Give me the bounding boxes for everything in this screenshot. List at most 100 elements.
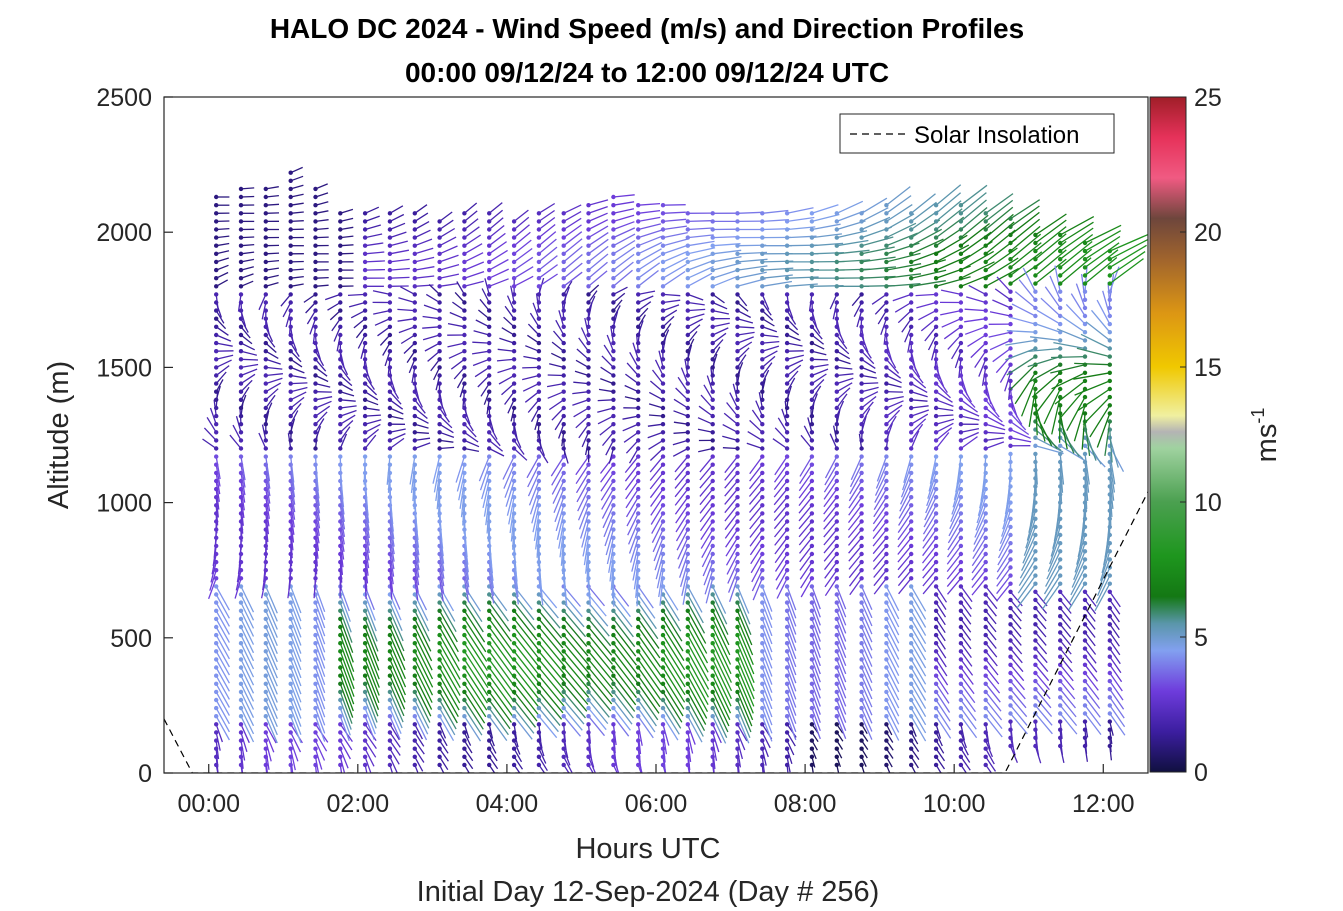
wind-arrow-shaft: [635, 570, 639, 598]
wind-arrow-head: [760, 738, 765, 743]
wind-arrow-head: [760, 705, 765, 711]
wind-arrow-shaft: [315, 411, 328, 425]
wind-arrow-shaft: [414, 238, 433, 247]
wind-arrow-head: [859, 503, 864, 508]
wind-arrow-head: [511, 438, 517, 443]
wind-arrow-head: [809, 697, 815, 703]
wind-arrow-shaft: [761, 350, 778, 360]
wind-arrow-head: [387, 624, 393, 630]
wind-arrow-shaft: [935, 748, 946, 762]
wind-arrow-head: [263, 227, 268, 232]
wind-arrow-head: [859, 454, 864, 459]
wind-arrow-head: [437, 267, 442, 273]
wind-arrow-head: [412, 697, 417, 703]
wind-arrow-shaft: [575, 415, 589, 429]
wind-arrow-shaft: [653, 537, 664, 562]
wind-arrow-shaft: [910, 691, 927, 718]
wind-arrow-head: [859, 576, 864, 581]
wind-arrow-head: [288, 413, 293, 419]
wind-arrow-head: [1082, 638, 1088, 643]
wind-arrow-shaft: [1059, 221, 1094, 244]
wind-arrow-shaft: [475, 319, 490, 328]
wind-arrow-shaft: [513, 602, 537, 631]
wind-arrow-shaft: [339, 602, 352, 633]
wind-arrow-head: [462, 697, 467, 703]
wind-arrow-head: [884, 211, 889, 216]
wind-arrow-head: [710, 413, 715, 419]
wind-arrow-shaft: [678, 553, 689, 578]
wind-arrow-head: [760, 681, 765, 686]
wind-arrow-shaft: [285, 310, 292, 328]
wind-arrow-head: [387, 292, 393, 297]
wind-arrow-shaft: [900, 480, 912, 505]
wind-arrow-head: [511, 373, 517, 378]
wind-arrow-head: [412, 681, 417, 686]
wind-arrow-shaft: [1084, 696, 1101, 718]
wind-arrow-head: [313, 276, 318, 281]
wind-arrow-head: [611, 641, 616, 646]
wind-arrow-shaft: [215, 650, 230, 676]
wind-arrow-head: [412, 722, 417, 727]
wind-arrow-shaft: [389, 249, 410, 255]
wind-arrow-shaft: [339, 675, 354, 712]
wind-arrow-shaft: [463, 756, 474, 770]
wind-arrow-head: [760, 519, 765, 524]
wind-arrow-shaft: [1084, 470, 1089, 501]
wind-arrow-shaft: [960, 199, 987, 222]
wind-arrow-shaft: [488, 756, 499, 770]
wind-arrow-head: [586, 300, 591, 305]
wind-arrow-shaft: [985, 764, 993, 773]
wind-arrow-head: [1082, 565, 1088, 570]
wind-arrow-shaft: [314, 707, 326, 734]
wind-arrow-shaft: [1084, 680, 1100, 700]
wind-arrow-shaft: [687, 699, 706, 732]
wind-arrow-shaft: [737, 265, 768, 271]
wind-arrow-shaft: [675, 513, 689, 533]
wind-arrow-head: [487, 292, 492, 297]
wind-arrow-shaft: [290, 634, 302, 662]
wind-arrow-shaft: [736, 659, 755, 700]
wind-arrow-shaft: [389, 578, 393, 600]
wind-arrow-shaft: [563, 231, 583, 247]
wind-arrow-head: [685, 730, 690, 735]
wind-arrow-head: [760, 641, 765, 646]
wind-arrow-head: [660, 657, 666, 662]
wind-arrow-head: [735, 551, 740, 557]
wind-arrow-head: [884, 227, 889, 232]
wind-arrow-shaft: [612, 691, 634, 719]
wind-arrow-head: [586, 373, 591, 378]
wind-arrow-head: [760, 730, 765, 735]
wind-arrow-head: [437, 446, 442, 451]
wind-arrow-shaft: [265, 651, 278, 679]
wind-arrow-head: [983, 608, 988, 613]
wind-arrow-head: [1033, 557, 1038, 562]
wind-arrow-shaft: [761, 764, 764, 773]
wind-arrow-shaft: [687, 220, 712, 223]
wind-arrow-head: [387, 405, 393, 411]
wind-arrow-head: [288, 219, 293, 224]
wind-arrow-shaft: [513, 732, 519, 748]
wind-arrow-shaft: [637, 675, 661, 708]
wind-arrow-shaft: [522, 366, 539, 369]
wind-arrow-shaft: [265, 756, 268, 773]
wind-arrow-shaft: [389, 276, 410, 279]
wind-arrow-head: [735, 681, 740, 686]
wind-arrow-shaft: [923, 504, 937, 528]
wind-arrow-shaft: [1084, 688, 1101, 709]
wind-arrow-head: [710, 632, 715, 638]
wind-arrow-head: [958, 762, 964, 768]
wind-arrow-shaft: [439, 650, 461, 689]
wind-arrow-shaft: [1059, 233, 1094, 260]
wind-arrow-shaft: [1059, 648, 1073, 664]
wind-arrow-head: [238, 194, 244, 200]
wind-arrow-head: [263, 681, 268, 686]
wind-arrow-shaft: [584, 440, 590, 456]
wind-arrow-head: [884, 259, 889, 265]
wind-arrow-head: [685, 519, 690, 524]
wind-arrow-shaft: [687, 265, 714, 279]
wind-arrow-shaft: [532, 302, 540, 319]
wind-arrow-head: [909, 600, 914, 605]
wind-arrow-shaft: [1034, 591, 1048, 607]
wind-arrow-shaft: [798, 472, 813, 492]
wind-arrow-shaft: [612, 634, 638, 666]
